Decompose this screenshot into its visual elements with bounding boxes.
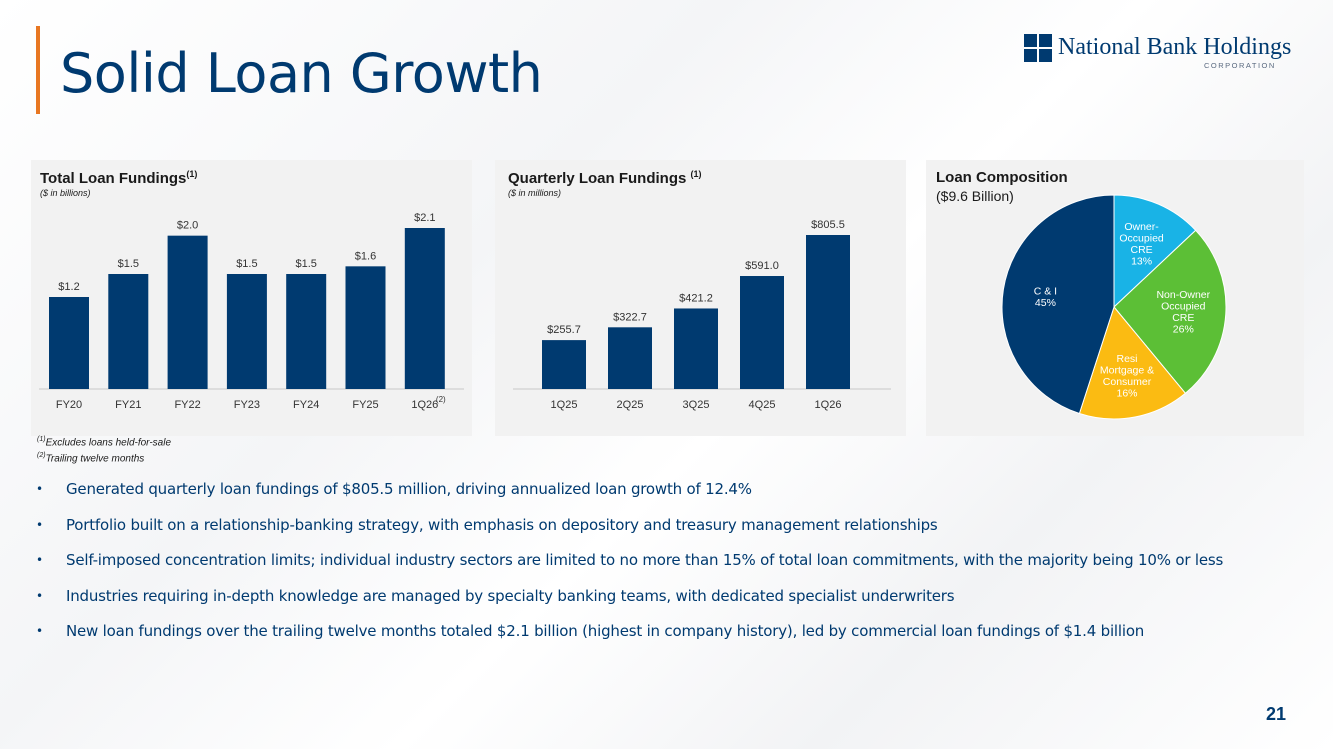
- tick-label: 4Q25: [749, 399, 776, 411]
- data-label: $421.2: [679, 292, 713, 304]
- pie-label: Resi: [1117, 353, 1138, 365]
- tick-label: 1Q25: [551, 399, 578, 411]
- total-fundings-title: Total Loan Fundings(1): [40, 169, 198, 187]
- bullet-text: Generated quarterly loan fundings of $80…: [66, 480, 752, 498]
- bar: [345, 266, 386, 389]
- tick-note: (2): [436, 395, 446, 404]
- tick-label: 2Q25: [617, 399, 644, 411]
- company-logo: National Bank Holdings CORPORATION: [1024, 32, 1294, 72]
- bullet-item: • New loan fundings over the trailing twe…: [36, 622, 1296, 658]
- pie-label: Occupied: [1161, 301, 1206, 313]
- total-fundings-chart: $1.2 FY20 $1.5 FY21 $2.0 FY22 $1.5 FY23 $1.5 FY24…: [39, 212, 464, 411]
- bar: [740, 276, 784, 389]
- loan-composition-subtitle: ($9.6 Billion): [936, 188, 1014, 204]
- footnote-1: (1)Excludes loans held-for-sale: [37, 436, 172, 449]
- page-number: 21: [1266, 704, 1287, 724]
- quarterly-fundings-panel: Quarterly Loan Fundings (1) ($ in millio…: [495, 160, 906, 436]
- total-fundings-panel: Total Loan Fundings(1) ($ in billions) $…: [31, 160, 472, 436]
- bar: [674, 308, 718, 389]
- data-label: $2.1: [414, 212, 435, 224]
- bullet-item: • Portfolio built on a relationship-banki…: [36, 516, 1296, 552]
- pie-label: Owner-: [1124, 221, 1159, 233]
- title-accent-bar: [36, 26, 40, 114]
- tick-label: FY22: [174, 399, 200, 411]
- bullet-dot-icon: •: [36, 553, 44, 567]
- tick-label: 1Q26: [411, 399, 438, 411]
- bullet-text: Industries requiring in-depth knowledge …: [66, 586, 955, 605]
- page-title: Solid Loan Growth: [60, 42, 543, 105]
- bullet-dot-icon: •: [36, 482, 44, 496]
- data-label: $2.0: [177, 220, 198, 232]
- bullet-dot-icon: •: [36, 517, 44, 532]
- tick-label: 3Q25: [683, 399, 710, 411]
- quarterly-fundings-chart: $255.7 1Q25 $322.7 2Q25 $421.2 3Q25 $591.0 4Q25…: [513, 219, 891, 411]
- data-label: $322.7: [613, 311, 647, 323]
- bullet-text: Self-imposed concentration limits; indiv…: [66, 551, 1224, 569]
- pie-slice: [1113, 229, 1227, 395]
- tick-label: FY21: [115, 399, 141, 411]
- data-label: $1.2: [58, 281, 79, 293]
- tick-label: FY23: [234, 399, 260, 411]
- bar: [286, 274, 327, 389]
- loan-composition-panel: Loan Composition ($9.6 Billion) Owner- Oc…: [926, 160, 1304, 436]
- logo-name: National Bank Holdings: [1058, 34, 1292, 60]
- bar: [49, 297, 89, 389]
- pie-label: Non-Owner: [1156, 289, 1210, 301]
- data-label: $805.5: [811, 219, 845, 231]
- pie-label: Consumer: [1103, 376, 1152, 388]
- loan-composition-pie-chart: Owner-OccupiedCRE13%Non-OwnerOccupiedCRE…: [1001, 194, 1227, 420]
- data-label: $255.7: [547, 324, 581, 336]
- logo-mark-icon: [1024, 34, 1052, 62]
- bar: [404, 228, 445, 389]
- loan-composition-title: Loan Composition: [936, 169, 1068, 186]
- pie-label: CRE: [1172, 312, 1194, 324]
- tick-label: 1Q26: [815, 399, 842, 411]
- bar: [542, 340, 586, 389]
- logo-sub: CORPORATION: [1204, 61, 1276, 70]
- pie-slice: [1078, 305, 1187, 420]
- data-label: $1.5: [118, 258, 139, 270]
- pie-slice: [1113, 194, 1197, 309]
- bullet-text: New loan fundings over the trailing twel…: [66, 622, 1145, 640]
- pie-label: C & I: [1034, 285, 1057, 297]
- bar: [108, 274, 149, 389]
- data-label: $1.5: [236, 258, 257, 270]
- tick-label: FY24: [293, 399, 319, 411]
- bar: [226, 274, 267, 389]
- bar: [167, 235, 208, 389]
- bullet-item: • Self-imposed concentration limits; indi…: [36, 551, 1296, 587]
- quarterly-fundings-title: Quarterly Loan Fundings (1): [508, 169, 702, 187]
- tick-label: FY20: [56, 399, 82, 411]
- pie-label: 45%: [1035, 297, 1056, 309]
- pie-label: Occupied: [1119, 233, 1164, 245]
- pie-label: 26%: [1173, 324, 1194, 336]
- pie-slice: [1001, 194, 1115, 415]
- data-label: $1.5: [295, 258, 316, 270]
- bullet-list: • Generated quarterly loan fundings of $8…: [36, 480, 1296, 658]
- tick-label: FY25: [352, 399, 378, 411]
- pie-label: Mortgage &: [1100, 364, 1154, 376]
- footnote-2: (2)Trailing twelve months: [37, 452, 145, 465]
- pie-label: 13%: [1131, 256, 1152, 268]
- bullet-text: Portfolio built on a relationship-bankin…: [66, 515, 938, 534]
- pie-label: 16%: [1117, 387, 1138, 399]
- bullet-item: • Generated quarterly loan fundings of $8…: [36, 480, 1296, 516]
- total-fundings-subtitle: ($ in billions): [40, 188, 91, 198]
- bullet-dot-icon: •: [36, 588, 44, 603]
- bar: [806, 235, 850, 389]
- pie-label: CRE: [1130, 244, 1152, 256]
- bullet-item: • Industries requiring in-depth knowledge…: [36, 587, 1296, 623]
- bullet-dot-icon: •: [36, 624, 44, 638]
- data-label: $1.6: [355, 250, 376, 262]
- data-label: $591.0: [745, 260, 779, 272]
- quarterly-fundings-subtitle: ($ in millions): [508, 188, 562, 198]
- bar: [608, 327, 652, 389]
